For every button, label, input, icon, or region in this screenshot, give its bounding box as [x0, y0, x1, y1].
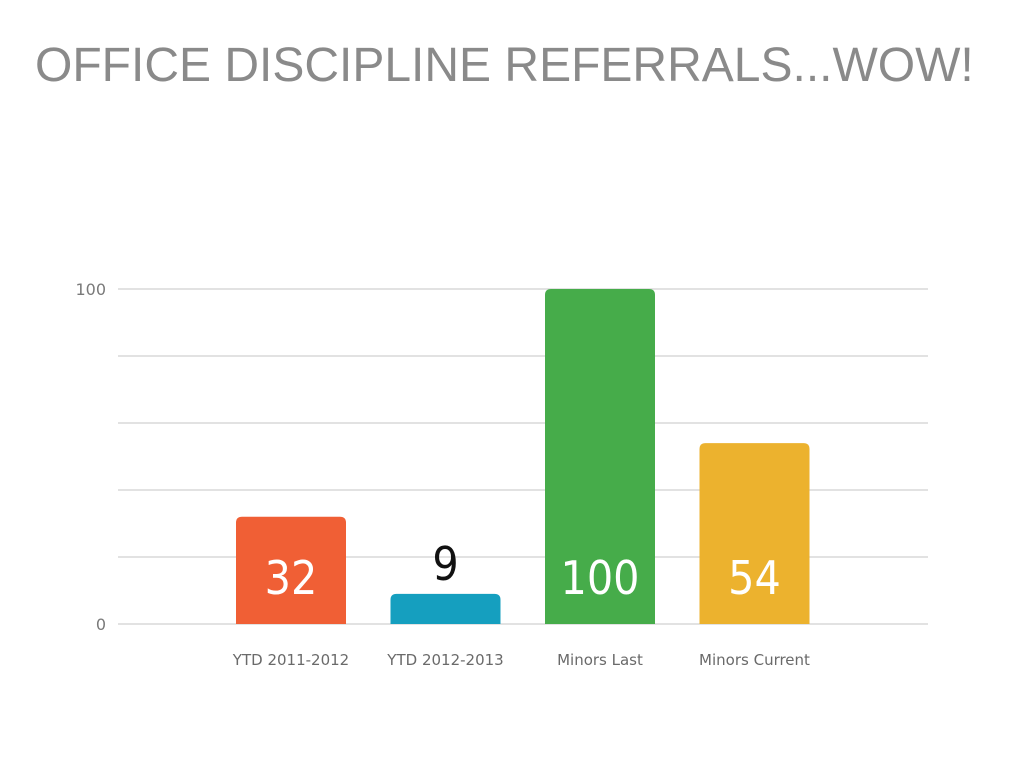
- data-label: 54: [728, 551, 781, 605]
- y-tick-label: 0: [96, 615, 106, 634]
- x-category-label: YTD 2011-2012: [232, 651, 349, 669]
- y-axis-ticks: 0 100: [75, 280, 106, 634]
- data-label: 100: [561, 551, 640, 605]
- bars: 32 9 100 54: [236, 289, 810, 624]
- data-label: 32: [265, 551, 318, 605]
- x-category-label: Minors Current: [699, 651, 810, 669]
- x-axis-labels: YTD 2011-2012 YTD 2012-2013 Minors Last Min…: [232, 651, 810, 669]
- y-tick-label: 100: [75, 280, 106, 299]
- x-category-label: YTD 2012-2013: [386, 651, 503, 669]
- bar: [390, 593, 501, 624]
- slide-title: OFFICE DISCIPLINE REFERRALS...WOW!: [35, 39, 974, 92]
- bar: [545, 289, 655, 624]
- x-category-label: Minors Last: [557, 651, 643, 669]
- data-label: 9: [432, 537, 458, 591]
- bar: [236, 516, 346, 624]
- bar: [699, 443, 810, 624]
